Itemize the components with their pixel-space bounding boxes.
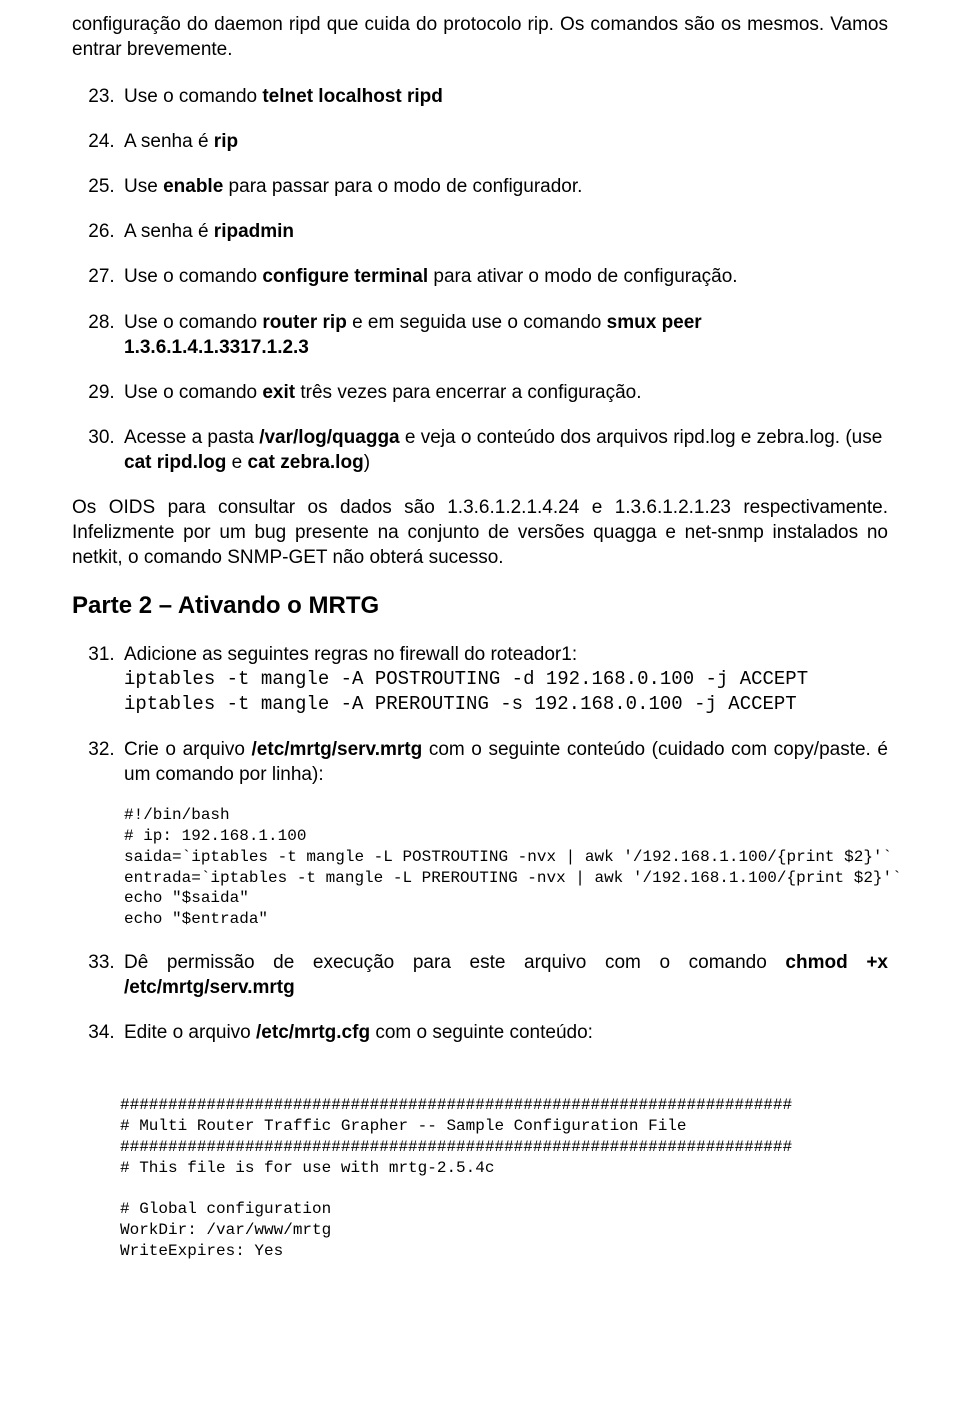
step-31-text: Adicione as seguintes regras no firewall… — [124, 644, 577, 665]
step-34-bold: /etc/mrtg.cfg — [256, 1022, 370, 1043]
step-32: Crie o arquivo /etc/mrtg/serv.mrtg com o… — [120, 737, 888, 930]
step-23: Use o comando telnet localhost ripd — [120, 84, 888, 109]
oids-paragraph: Os OIDS para consultar os dados são 1.3.… — [72, 495, 888, 570]
step-31-code: iptables -t mangle -A POSTROUTING -d 192… — [124, 667, 888, 717]
step-28-text-c: e em seguida use o comando — [347, 312, 607, 333]
step-29-bold: exit — [262, 382, 295, 403]
step-30-bold-f: cat zebra.log — [248, 452, 364, 473]
step-27-text-c: para ativar o modo de configuração. — [428, 266, 737, 287]
section-heading-parte2: Parte 2 – Ativando o MRTG — [72, 590, 888, 622]
step-30-text-e: e — [226, 452, 247, 473]
step-30-text-c: e veja o conteúdo dos arquivos ripd.log … — [400, 427, 883, 448]
step-27-text-a: Use o comando — [124, 266, 262, 287]
step-24-bold: rip — [214, 131, 238, 152]
step-23-text-a: Use o comando — [124, 86, 262, 107]
step-30-bold-d: cat ripd.log — [124, 452, 226, 473]
step-28-text-a: Use o comando — [124, 312, 262, 333]
step-34-text-a: Edite o arquivo — [124, 1022, 256, 1043]
step-26-bold: ripadmin — [214, 221, 294, 242]
step-33: Dê permissão de execução para este arqui… — [120, 950, 888, 1000]
step-30-text-a: Acesse a pasta — [124, 427, 259, 448]
step-32-text-a: Crie o arquivo — [124, 739, 252, 760]
step-31: Adicione as seguintes regras no firewall… — [120, 642, 888, 717]
step-27-bold: configure terminal — [262, 266, 428, 287]
step-34-text-c: com o seguinte conteúdo: — [370, 1022, 593, 1043]
step-29-text-c: três vezes para encerrar a configuração. — [295, 382, 641, 403]
step-34: Edite o arquivo /etc/mrtg.cfg com o segu… — [120, 1020, 888, 1045]
step-29: Use o comando exit três vezes para encer… — [120, 380, 888, 405]
step-29-text-a: Use o comando — [124, 382, 262, 403]
step-25-text-c: para passar para o modo de configurador. — [223, 176, 582, 197]
step-27: Use o comando configure terminal para at… — [120, 264, 888, 289]
step-26-text-a: A senha é — [124, 221, 214, 242]
step-30-bold-b: /var/log/quagga — [259, 427, 399, 448]
step-32-code: #!/bin/bash # ip: 192.168.1.100 saida=`i… — [124, 805, 888, 930]
intro-paragraph: configuração do daemon ripd que cuida do… — [72, 12, 888, 62]
step-25-bold: enable — [163, 176, 223, 197]
step-28-bold-b: router rip — [262, 312, 346, 333]
step-32-bold: /etc/mrtg/serv.mrtg — [252, 739, 423, 760]
step-30-text-g: ) — [364, 452, 370, 473]
step-24-text-a: A senha é — [124, 131, 214, 152]
step-26: A senha é ripadmin — [120, 219, 888, 244]
step-24: A senha é rip — [120, 129, 888, 154]
step-30: Acesse a pasta /var/log/quagga e veja o … — [120, 425, 888, 475]
step-33-text-a: Dê permissão de execução para este arqui… — [124, 952, 785, 973]
step-25: Use enable para passar para o modo de co… — [120, 174, 888, 199]
step-25-text-a: Use — [124, 176, 163, 197]
step-28: Use o comando router rip e em seguida us… — [120, 310, 888, 360]
mrtg-cfg-code: ########################################… — [120, 1095, 888, 1261]
step-23-bold: telnet localhost ripd — [262, 86, 443, 107]
